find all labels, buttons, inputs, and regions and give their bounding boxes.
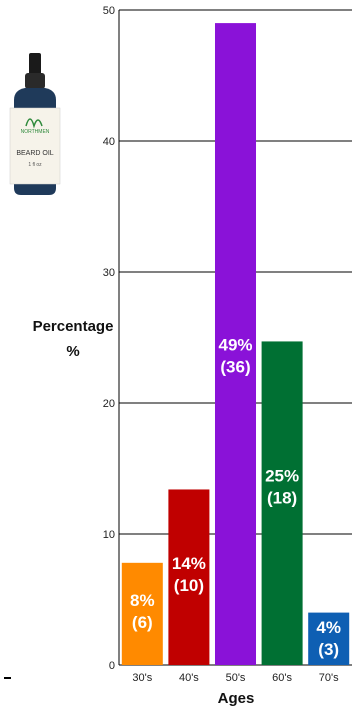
y-tick-label: 0 [109, 660, 115, 672]
bar [121, 562, 163, 665]
bar-data-labels: 8% (6) 14% (10) 49% (36) 25% (18) 4% (3) [130, 336, 341, 659]
bar-data-label: 14% [172, 554, 206, 573]
bar-data-label: 8% [130, 591, 155, 610]
y-axis-title-line-1: Percentage [33, 318, 114, 335]
bar-data-label: (6) [132, 613, 153, 632]
x-tick-label: 60's [272, 672, 292, 684]
y-tick-label: 20 [103, 398, 115, 410]
y-axis-title-line-2: % [66, 343, 79, 360]
x-tick-label: 50's [226, 672, 246, 684]
x-tick-label: 30's [132, 672, 152, 684]
x-axis-ticks: 30's 40's 50's 60's 70's [132, 672, 339, 684]
bar [214, 23, 257, 666]
y-tick-label: 40 [103, 136, 115, 148]
bars [121, 23, 350, 666]
y-tick-label: 30 [103, 267, 115, 279]
bar-data-label: 4% [316, 618, 341, 637]
bottle-size-text: 1 fl oz [28, 162, 42, 168]
bar-data-label: (3) [318, 640, 339, 659]
y-axis-ticks: 0 10 20 30 40 50 [103, 5, 115, 672]
x-axis-title: Ages [218, 690, 255, 707]
bar [168, 489, 210, 665]
y-tick-label: 10 [103, 529, 115, 541]
bottle-brand-text: NORTHMEN [21, 129, 50, 135]
bar-data-label: (10) [174, 576, 204, 595]
bottle-product-text: BEARD OIL [16, 150, 53, 157]
bar [261, 341, 303, 665]
y-tick-label: 50 [103, 5, 115, 17]
bar [308, 612, 350, 665]
x-tick-label: 40's [179, 672, 199, 684]
bar-data-label: (36) [220, 358, 250, 377]
x-tick-label: 70's [319, 672, 339, 684]
bar-data-label: 49% [218, 336, 252, 355]
bar-data-label: 25% [265, 467, 299, 486]
beard-oil-bottle-image: NORTHMEN BEARD OIL 1 fl oz [9, 53, 61, 195]
bar-data-label: (18) [267, 489, 297, 508]
